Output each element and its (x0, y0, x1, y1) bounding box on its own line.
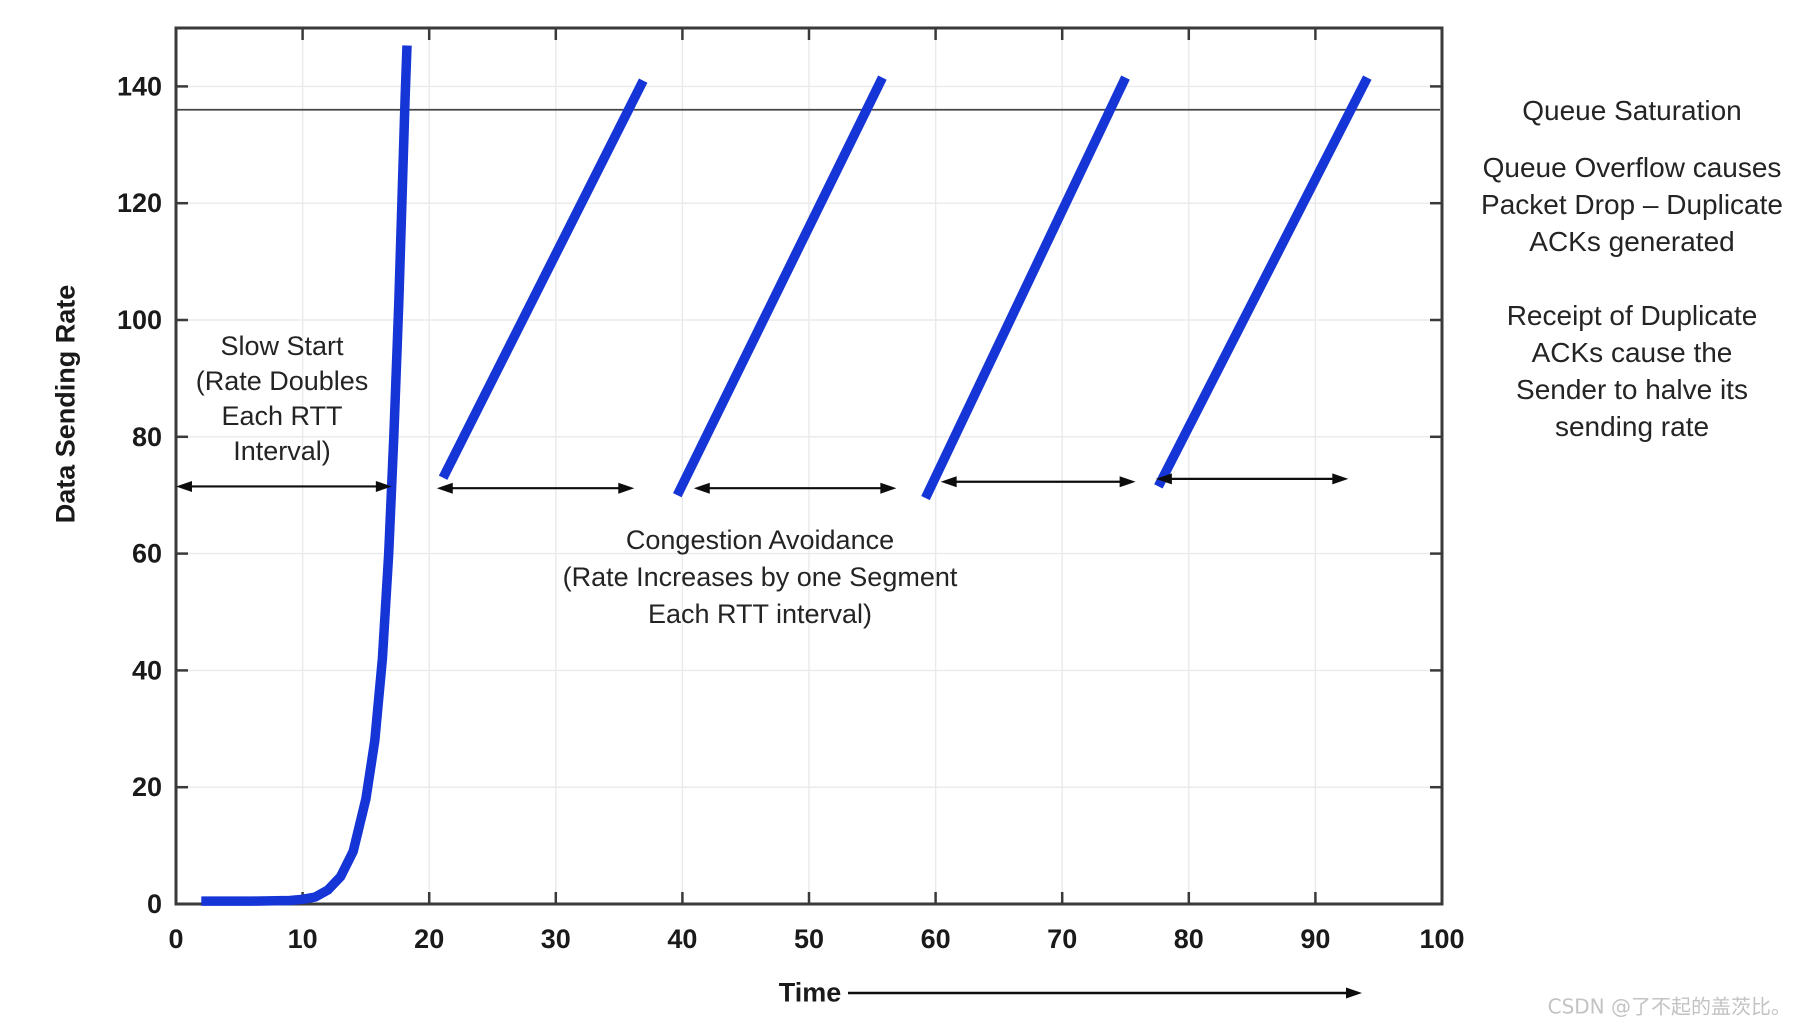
svg-text:140: 140 (117, 71, 162, 101)
congestion-annotation-line2: (Rate Increases by one Segment (562, 562, 958, 592)
congestion-avoidance-annotation: Congestion Avoidance (Rate Increases by … (563, 522, 958, 633)
congestion-avoidance-tooth-4 (1154, 75, 1372, 489)
time-axis-arrow (848, 987, 1362, 999)
data-series (201, 45, 1372, 906)
congestion-annotation-line1: Congestion Avoidance (625, 525, 895, 555)
phase-arrow-4 (940, 476, 1136, 488)
duplicate-ack-note-line3: Sender to halve its (1516, 374, 1748, 405)
svg-text:40: 40 (667, 924, 697, 954)
svg-text:60: 60 (921, 924, 951, 954)
duplicate-ack-note-line1: Receipt of Duplicate (1506, 300, 1758, 331)
congestion-avoidance-tooth-2 (673, 75, 887, 498)
svg-text:20: 20 (414, 924, 444, 954)
svg-text:120: 120 (117, 188, 162, 218)
svg-text:0: 0 (168, 924, 183, 954)
svg-text:60: 60 (132, 539, 162, 569)
svg-text:0: 0 (147, 889, 162, 919)
queue-overflow-note-line3: ACKs generated (1529, 226, 1735, 257)
svg-text:80: 80 (132, 422, 162, 452)
slow-start-annotation-line1: Slow Start (220, 331, 344, 361)
svg-text:100: 100 (117, 305, 162, 335)
svg-text:50: 50 (794, 924, 824, 954)
y-axis-title: Data Sending Rate (50, 284, 81, 524)
duplicate-ack-note-line4: sending rate (1554, 411, 1710, 442)
congestion-avoidance-tooth-1 (438, 78, 648, 480)
x-axis-title: Time (778, 977, 842, 1008)
queue-saturation-note-text: Queue Saturation (1522, 95, 1742, 126)
axis-ticks (174, 28, 1444, 906)
svg-text:90: 90 (1300, 924, 1330, 954)
duplicate-ack-note-line2: ACKs cause the (1531, 337, 1733, 368)
queue-saturation-note: Queue Saturation (1522, 92, 1742, 129)
svg-text:10: 10 (288, 924, 318, 954)
slow-start-annotation-line2: (Rate Doubles (195, 366, 369, 396)
phase-interval-arrows (176, 473, 1349, 494)
y-tick-labels: 0 20 40 60 80 100 120 140 (117, 71, 162, 919)
phase-arrow-3 (693, 482, 897, 494)
congestion-avoidance-tooth-3 (921, 75, 1130, 501)
phase-arrow-1 (176, 480, 392, 492)
svg-text:40: 40 (132, 655, 162, 685)
slow-start-annotation-line4: Interval) (233, 436, 331, 466)
svg-text:70: 70 (1047, 924, 1077, 954)
csdn-watermark: CSDN @了不起的盖茨比。 (1547, 994, 1791, 1019)
slow-start-curve (201, 45, 412, 906)
svg-text:30: 30 (541, 924, 571, 954)
queue-overflow-note-line1: Queue Overflow causes (1482, 152, 1782, 183)
svg-text:20: 20 (132, 772, 162, 802)
phase-arrow-5 (1155, 473, 1349, 485)
phase-arrow-2 (436, 482, 635, 494)
congestion-annotation-line3: Each RTT interval) (647, 599, 873, 629)
queue-overflow-note: Queue Overflow causes Packet Drop – Dupl… (1481, 149, 1783, 260)
slow-start-annotation-line3: Each RTT (221, 401, 343, 431)
slow-start-annotation: Slow Start (Rate Doubles Each RTT Interv… (196, 329, 369, 469)
queue-overflow-note-line2: Packet Drop – Duplicate (1481, 189, 1783, 220)
svg-text:80: 80 (1174, 924, 1204, 954)
svg-text:100: 100 (1419, 924, 1464, 954)
duplicate-ack-note: Receipt of Duplicate ACKs cause the Send… (1507, 297, 1758, 445)
x-tick-labels: 0 10 20 30 40 50 60 70 80 90 100 (168, 924, 1464, 954)
